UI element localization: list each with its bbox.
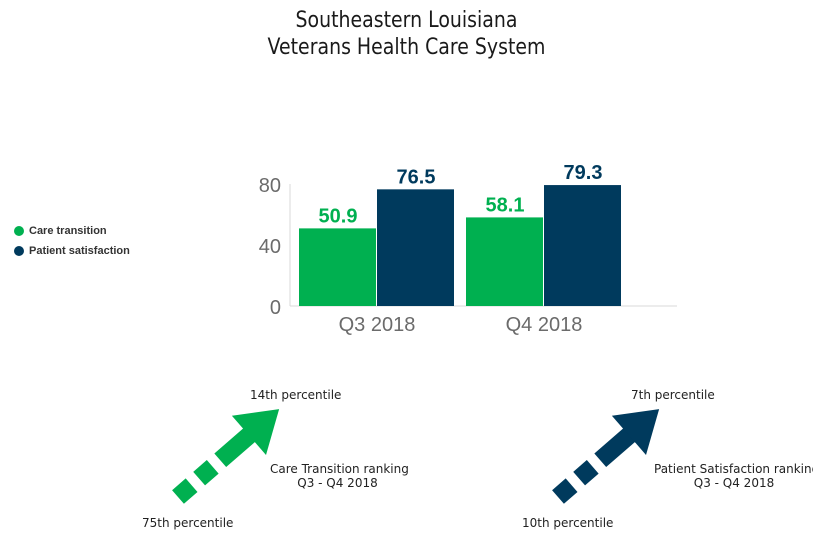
patient-satisfaction-caption: Patient Satisfaction ranking Q3 - Q4 201…	[654, 462, 813, 490]
arrow-dash-2	[193, 460, 219, 486]
legend-swatch-care-transition	[14, 226, 24, 236]
patient-satisfaction-caption-line-2: Q3 - Q4 2018	[693, 476, 775, 490]
legend-swatch-patient-satisfaction	[14, 246, 24, 256]
bar	[299, 228, 376, 306]
x-tick-label: Q3 2018	[339, 314, 416, 336]
y-tick-label: 80	[259, 175, 281, 197]
care-transition-ranking-arrow	[172, 409, 280, 504]
x-tick-label: Q4 2018	[506, 314, 583, 336]
patient-satisfaction-to-label: 7th percentile	[631, 388, 715, 402]
patient-satisfaction-ranking-arrow	[552, 409, 660, 504]
data-label: 50.9	[319, 205, 358, 227]
title-line-2: Veterans Health Care System	[267, 35, 546, 60]
bar	[466, 217, 543, 306]
bar	[544, 185, 621, 306]
arrow-dash-2	[573, 460, 599, 486]
y-tick-label: 0	[270, 297, 281, 319]
bar	[377, 189, 454, 306]
arrow-shaft	[214, 427, 257, 468]
data-label: 79.3	[564, 162, 603, 184]
arrow-shaft	[594, 427, 637, 468]
patient-satisfaction-caption-line-1: Patient Satisfaction ranking	[654, 462, 813, 476]
legend-label-care-transition: Care transition	[29, 225, 107, 237]
arrow-dash-1	[172, 478, 198, 504]
arrow-dash-1	[552, 478, 578, 504]
care-transition-caption-line-2: Q3 - Q4 2018	[297, 476, 378, 490]
care-transition-from-label: 75th percentile	[142, 516, 234, 530]
y-tick-label: 40	[259, 236, 281, 258]
legend-item-patient-satisfaction: Patient satisfaction	[14, 241, 130, 261]
care-transition-caption-line-1: Care Transition ranking	[270, 462, 409, 476]
legend-label-patient-satisfaction: Patient satisfaction	[29, 245, 130, 257]
data-label: 58.1	[486, 194, 525, 216]
patient-satisfaction-from-label: 10th percentile	[522, 516, 614, 530]
chart-title: Southeastern Louisiana Veterans Health C…	[0, 7, 813, 61]
title-line-1: Southeastern Louisiana	[295, 8, 518, 33]
legend-item-care-transition: Care transition	[14, 221, 130, 241]
arrow-head	[611, 409, 660, 455]
care-transition-caption: Care Transition ranking Q3 - Q4 2018	[270, 462, 409, 490]
arrow-head	[231, 409, 280, 455]
legend: Care transition Patient satisfaction	[14, 221, 130, 261]
data-label: 76.5	[397, 166, 436, 188]
care-transition-to-label: 14th percentile	[250, 388, 342, 402]
